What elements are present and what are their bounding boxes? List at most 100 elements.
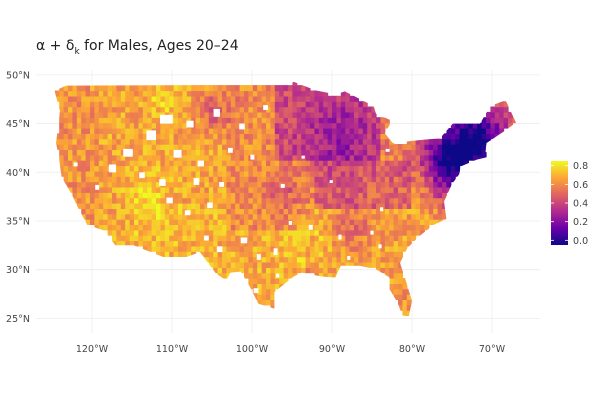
county-cell — [332, 272, 337, 279]
county-cell — [90, 170, 95, 177]
county-cell — [98, 144, 104, 150]
county-cell — [81, 160, 87, 167]
county-cell — [138, 111, 144, 118]
county-cell — [116, 101, 122, 108]
county-cell — [208, 138, 214, 145]
county-cell — [332, 197, 337, 204]
county-cell — [292, 245, 298, 252]
county-cell — [380, 117, 386, 124]
county-cell — [296, 176, 302, 183]
county-cell — [332, 261, 337, 268]
county-cell — [213, 165, 219, 172]
county-cell — [292, 149, 298, 156]
county-cell — [340, 256, 346, 263]
county-cell — [415, 154, 421, 161]
county-cell — [424, 160, 430, 167]
county-cell — [248, 203, 254, 209]
county-cell — [244, 133, 249, 140]
county-cell — [296, 219, 302, 225]
county-cell — [305, 128, 311, 134]
county-cell — [442, 192, 447, 199]
county-cell — [398, 160, 403, 167]
county-cell — [213, 203, 219, 209]
county-cell — [402, 240, 408, 247]
county-cell — [384, 133, 390, 140]
county-cell — [314, 144, 320, 150]
county-cell — [406, 288, 412, 295]
county-cell — [226, 208, 232, 215]
county-cell — [274, 224, 280, 231]
county-cell — [323, 122, 329, 129]
county-cell — [288, 240, 293, 247]
legend-tick-label: 0.4 — [573, 199, 588, 210]
county-cell — [283, 154, 289, 161]
county-cell — [362, 261, 368, 268]
county-cell — [222, 111, 227, 118]
county-cell — [151, 160, 157, 167]
county-cell — [195, 101, 201, 108]
county-cell — [191, 213, 197, 220]
county-cell — [340, 219, 346, 225]
county-cell — [186, 106, 192, 113]
county-cell — [226, 117, 232, 124]
county-cell — [393, 288, 399, 295]
county-cell — [301, 122, 307, 129]
county-cell — [450, 149, 456, 156]
county-cell — [134, 138, 139, 145]
county-cell — [182, 181, 188, 188]
missing-data-patch — [240, 237, 248, 244]
county-cell — [191, 138, 197, 145]
county-cell — [244, 117, 249, 124]
county-cell — [376, 240, 381, 247]
county-cell — [296, 160, 302, 167]
county-cell — [129, 101, 135, 108]
county-cell — [107, 197, 113, 204]
county-cell — [371, 245, 377, 252]
county-cell — [116, 128, 122, 134]
county-cell — [191, 128, 197, 134]
county-cell — [464, 128, 469, 134]
county-cell — [230, 106, 236, 113]
county-cell — [94, 186, 100, 193]
county-cell — [222, 267, 227, 274]
county-cell — [147, 144, 153, 150]
county-cell — [296, 240, 302, 247]
county-cell — [134, 95, 139, 102]
county-cell — [217, 176, 223, 183]
county-cell — [252, 154, 258, 161]
county-cell — [248, 283, 254, 290]
county-cell — [239, 213, 245, 220]
county-cell — [283, 90, 289, 97]
county-cell — [112, 160, 117, 167]
county-cell — [296, 149, 302, 156]
county-cell — [226, 111, 232, 118]
county-cell — [380, 267, 386, 274]
county-cell — [402, 304, 408, 311]
county-cell — [248, 101, 254, 108]
county-cell — [173, 176, 179, 183]
county-cell — [318, 229, 324, 236]
county-cell — [288, 176, 293, 183]
county-cell — [424, 165, 430, 172]
county-cell — [98, 192, 104, 199]
county-cell — [371, 224, 377, 231]
county-cell — [164, 224, 170, 231]
county-cell — [222, 90, 227, 97]
county-cell — [367, 154, 373, 161]
county-cell — [323, 144, 329, 150]
county-cell — [239, 224, 245, 231]
county-cell — [332, 229, 337, 236]
county-cell — [142, 122, 148, 129]
county-cell — [68, 95, 73, 102]
county-cell — [217, 149, 223, 156]
county-cell — [433, 138, 439, 145]
missing-data-patch — [380, 207, 384, 212]
county-cell — [279, 128, 285, 134]
county-cell — [147, 176, 153, 183]
county-cell — [226, 240, 232, 247]
county-cell — [455, 133, 461, 140]
county-cell — [182, 111, 188, 118]
county-cell — [173, 106, 179, 113]
county-cell — [358, 197, 364, 204]
county-cell — [191, 240, 197, 247]
